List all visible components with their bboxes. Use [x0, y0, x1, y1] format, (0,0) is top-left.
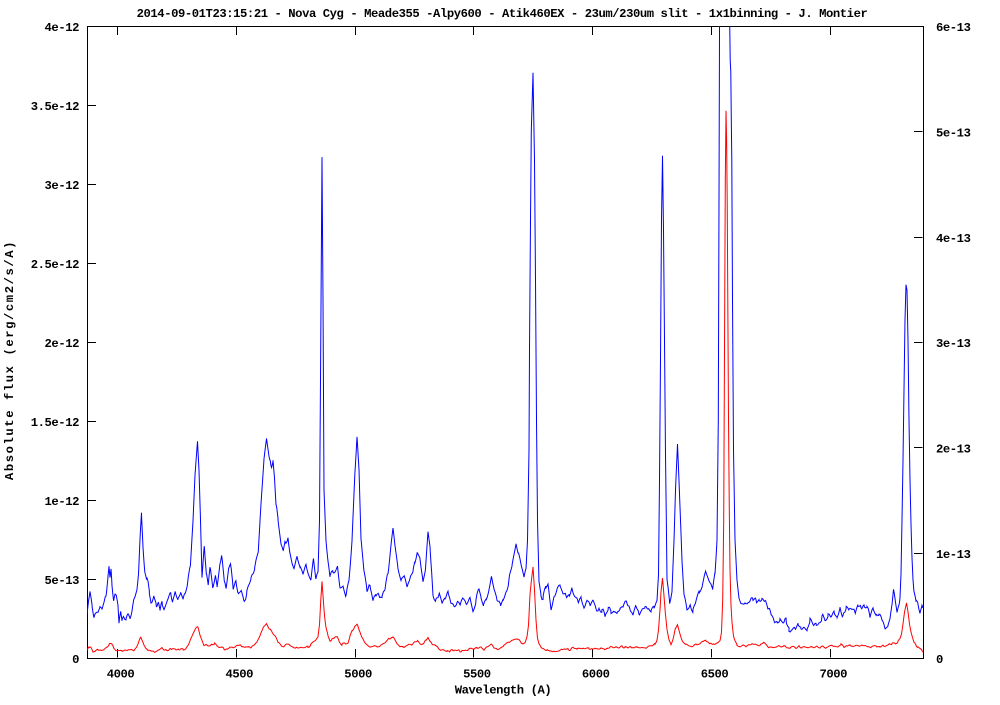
- svg-text:5e-13: 5e-13: [936, 127, 971, 141]
- svg-text:0: 0: [936, 653, 943, 667]
- svg-text:0: 0: [72, 653, 79, 667]
- svg-text:6500: 6500: [701, 668, 729, 682]
- svg-text:5500: 5500: [463, 668, 491, 682]
- svg-text:4e-13: 4e-13: [936, 232, 971, 246]
- svg-text:3e-13: 3e-13: [936, 337, 971, 351]
- svg-text:6e-13: 6e-13: [936, 21, 971, 35]
- svg-text:4e-12: 4e-12: [45, 21, 80, 35]
- svg-text:Absolute flux (erg/cm2/s/A): Absolute flux (erg/cm2/s/A): [3, 240, 17, 480]
- svg-text:4000: 4000: [107, 668, 135, 682]
- svg-text:Wavelength (A): Wavelength (A): [455, 684, 552, 698]
- svg-text:2014-09-01T23:15:21 - Nova Cyg: 2014-09-01T23:15:21 - Nova Cyg - Meade35…: [137, 7, 868, 21]
- svg-text:2.5e-12: 2.5e-12: [31, 258, 79, 272]
- svg-text:2e-12: 2e-12: [45, 337, 80, 351]
- svg-text:3e-12: 3e-12: [45, 179, 80, 193]
- svg-text:7000: 7000: [820, 668, 848, 682]
- svg-text:5000: 5000: [344, 668, 372, 682]
- svg-text:1e-13: 1e-13: [936, 548, 971, 562]
- svg-text:2e-13: 2e-13: [936, 443, 971, 457]
- svg-text:5e-13: 5e-13: [45, 574, 80, 588]
- svg-text:6000: 6000: [582, 668, 610, 682]
- svg-text:3.5e-12: 3.5e-12: [31, 100, 79, 114]
- svg-text:1e-12: 1e-12: [45, 495, 80, 509]
- svg-text:4500: 4500: [226, 668, 254, 682]
- svg-text:1.5e-12: 1.5e-12: [31, 416, 79, 430]
